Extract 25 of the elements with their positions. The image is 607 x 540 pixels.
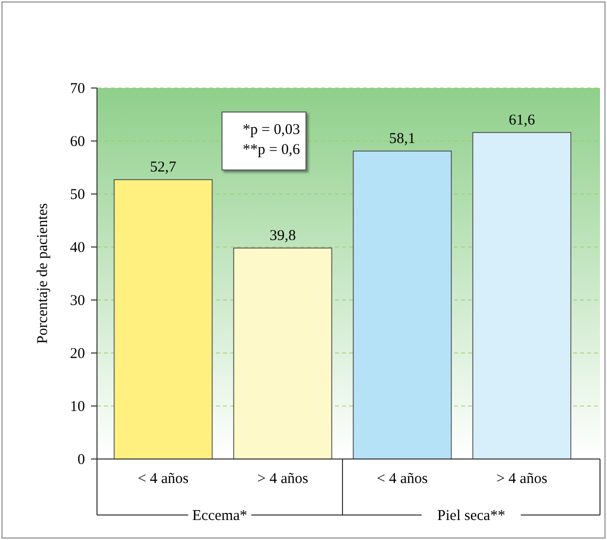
bar (114, 179, 213, 460)
y-axis-title: Porcentaje de pacientes (35, 202, 51, 344)
x-tick-label: > 4 años (257, 471, 308, 487)
y-tick-label: 60 (70, 134, 85, 150)
text: Eccema* (192, 508, 248, 524)
y-tick-label: 10 (70, 399, 85, 415)
data-label: 52,7 (150, 160, 177, 176)
data-label: 58,1 (389, 131, 416, 148)
x-tick-label: > 4 años (496, 471, 548, 487)
text: Piel seca** (437, 508, 506, 524)
data-label: 61,6 (508, 112, 536, 129)
annotation: *p = 0,03 (242, 122, 300, 138)
y-tick-label: 20 (70, 346, 85, 362)
annotation: **p = 0,6 (242, 142, 300, 158)
bar (472, 132, 572, 460)
y-tick-label: 30 (70, 293, 85, 309)
x-tick-label: < 4 años (138, 471, 189, 487)
y-tick-label: 50 (70, 187, 85, 203)
y-tick-label: 40 (70, 240, 85, 256)
x-tick-label: < 4 años (376, 471, 428, 487)
y-tick-label: 70 (70, 81, 85, 97)
data-label: 39,8 (270, 228, 296, 244)
bar (352, 150, 452, 460)
bar (233, 248, 332, 460)
y-tick-label: 0 (78, 452, 85, 468)
